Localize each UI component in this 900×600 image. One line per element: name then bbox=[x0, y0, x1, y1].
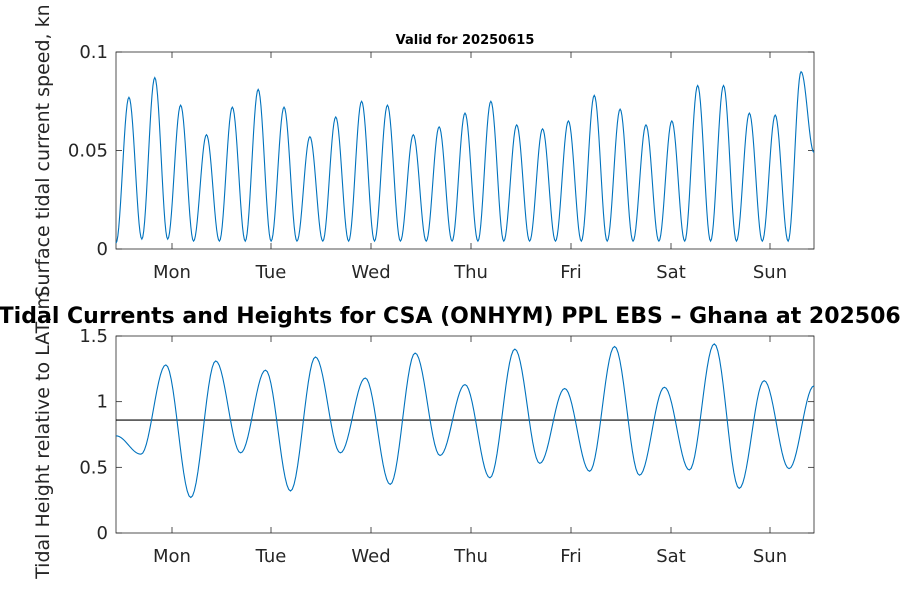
current-speed-title: Valid for 20250615 bbox=[396, 33, 535, 48]
tidal-height-y-ticks: 0 0.5 1 1.5 bbox=[79, 326, 814, 544]
x-tick-label: Wed bbox=[351, 546, 390, 567]
x-tick-label: Tue bbox=[255, 262, 287, 283]
x-tick-label: Tue bbox=[255, 546, 287, 567]
current-speed-y-label: Surface tidal current speed, kn bbox=[32, 4, 54, 297]
x-tick-label: Wed bbox=[351, 262, 390, 283]
y-tick-label: 1.5 bbox=[79, 326, 108, 347]
tidal-height-plot-area bbox=[115, 335, 815, 534]
current-speed-axes: Valid for 20250615 0 0.05 0.1 Mon Tue Wed Thu… bbox=[32, 4, 815, 298]
x-tick-label: Mon bbox=[153, 262, 191, 283]
y-tick-label: 0 bbox=[97, 239, 108, 260]
current-speed-line bbox=[115, 70, 815, 244]
current-speed-x-ticks: Mon Tue Wed Thu Fri Sat Sun bbox=[153, 52, 787, 283]
y-tick-label: 0.05 bbox=[68, 141, 108, 162]
tidal-height-y-label: Tidal Height relative to LAT, m bbox=[32, 291, 54, 580]
y-tick-label: 0 bbox=[97, 523, 108, 544]
y-tick-label: 0.1 bbox=[79, 42, 108, 63]
tidal-height-x-ticks: Mon Tue Wed Thu Fri Sat Sun bbox=[153, 336, 787, 567]
tidal-height-line bbox=[115, 343, 815, 499]
x-tick-label: Thu bbox=[453, 262, 488, 283]
y-tick-label: 1 bbox=[97, 392, 108, 413]
current-speed-plot-area bbox=[115, 51, 815, 250]
x-tick-label: Sun bbox=[753, 546, 787, 567]
x-tick-label: Fri bbox=[560, 262, 581, 283]
figure-title: Tidal Currents and Heights for CSA (ONHY… bbox=[0, 304, 900, 329]
x-tick-label: Sat bbox=[656, 546, 686, 567]
x-tick-label: Thu bbox=[453, 546, 488, 567]
x-tick-label: Sat bbox=[656, 262, 686, 283]
x-tick-label: Sun bbox=[753, 262, 787, 283]
tidal-height-axes: 0 0.5 1 1.5 Mon Tue Wed Thu Fri Sat Sun Tidal Hei… bbox=[32, 291, 815, 580]
current-speed-y-ticks: 0 0.05 0.1 bbox=[68, 42, 814, 260]
x-tick-label: Fri bbox=[560, 546, 581, 567]
y-tick-label: 0.5 bbox=[79, 457, 108, 478]
x-tick-label: Mon bbox=[153, 546, 191, 567]
